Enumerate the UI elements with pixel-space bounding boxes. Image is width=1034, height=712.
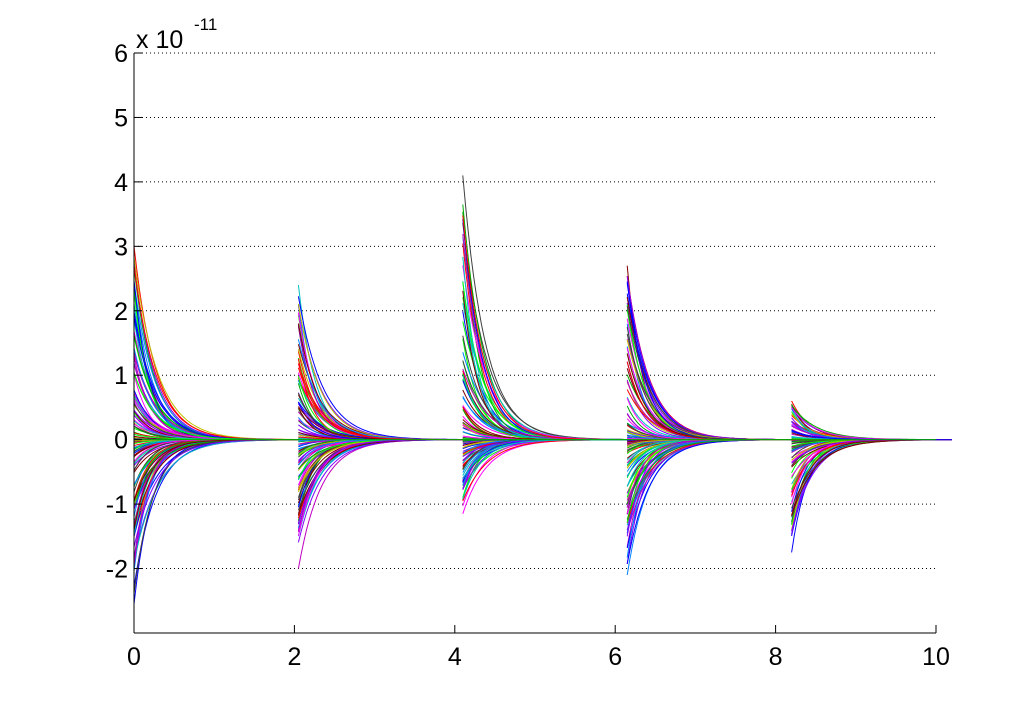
axes-background — [134, 53, 936, 633]
y-exponent-base: x 10 — [136, 26, 183, 54]
y-tick-label: 0 — [114, 427, 128, 455]
y-tick-label: 5 — [114, 104, 128, 132]
y-tick-label: 3 — [114, 233, 128, 261]
x-tick-label: 10 — [922, 643, 950, 671]
y-tick-label: 1 — [114, 362, 128, 390]
y-exponent-power: -11 — [194, 15, 217, 34]
y-tick-label: -2 — [106, 556, 128, 584]
y-tick-label: -1 — [106, 491, 128, 519]
tick-marks — [133, 52, 937, 633]
x-tick-label: 6 — [608, 643, 622, 671]
x-tick-label: 4 — [448, 643, 462, 671]
x-tick-label: 0 — [127, 643, 141, 671]
tick-labels: -2 -1 0 1 2 3 4 5 6 0 2 4 6 8 10 — [106, 40, 950, 671]
y-tick-label: 2 — [114, 298, 128, 326]
y-exponent: x 10 -11 — [136, 15, 217, 54]
x-tick-label: 2 — [287, 643, 301, 671]
y-tick-label: 4 — [114, 169, 128, 197]
y-tick-label: 6 — [114, 40, 128, 68]
axes-frame — [133, 53, 936, 634]
x-tick-label: 8 — [769, 643, 783, 671]
plot-area — [133, 175, 953, 605]
